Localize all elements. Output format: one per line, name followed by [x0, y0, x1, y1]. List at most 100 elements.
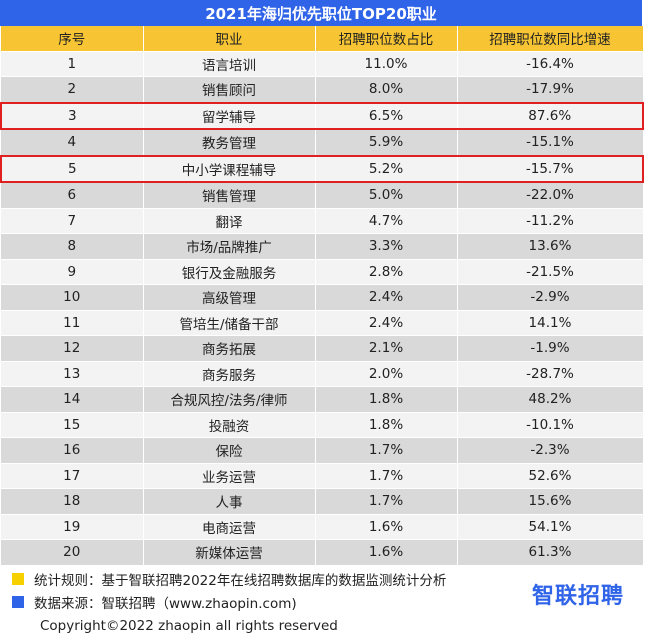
- cell-rank: 10: [1, 284, 144, 311]
- table-row: 2 销售顾问 8.0% -17.9%: [1, 76, 644, 103]
- cell-rank: 20: [1, 539, 144, 566]
- cell-share: 2.0%: [315, 361, 458, 387]
- table-row: 7 翻译 4.7% -11.2%: [1, 208, 644, 234]
- table-row: 3 留学辅导 6.5% 87.6%: [0, 101, 644, 130]
- table-row: 1 语言培训 11.0% -16.4%: [1, 51, 644, 77]
- cell-share: 8.0%: [315, 76, 458, 103]
- cell-share: 2.4%: [315, 310, 458, 336]
- cell-growth: 61.3%: [457, 539, 644, 566]
- cell-rank: 15: [1, 412, 144, 438]
- stat-rule-note: 统计规则：基于智联招聘2022年在线招聘数据库的数据监测统计分析: [12, 569, 446, 589]
- cell-growth: -17.9%: [457, 76, 644, 103]
- table-row: 6 销售管理 5.0% -22.0%: [1, 182, 644, 209]
- table-row: 20 新媒体运营 1.6% 61.3%: [1, 539, 644, 566]
- table-row: 4 教务管理 5.9% -15.1%: [1, 129, 644, 156]
- cell-share: 11.0%: [315, 51, 458, 77]
- zhaopin-logo: 智联招聘: [532, 584, 625, 609]
- cell-growth: 48.2%: [457, 386, 644, 413]
- table-row: 18 人事 1.7% 15.6%: [1, 488, 644, 515]
- cell-job: 教务管理: [143, 129, 316, 156]
- cell-growth: -15.1%: [457, 129, 644, 156]
- copyright-text: Copyright©2022 zhaopin all rights reserv…: [40, 618, 338, 634]
- cell-job: 销售顾问: [143, 76, 316, 103]
- cell-job: 中小学课程辅导: [143, 154, 316, 183]
- yellow-square-icon: [12, 573, 24, 585]
- cell-job: 翻译: [143, 208, 316, 234]
- cell-growth: -22.0%: [457, 182, 644, 209]
- cell-job: 管培生/储备干部: [143, 310, 316, 336]
- cell-share: 5.2%: [315, 154, 458, 183]
- cell-rank: 2: [1, 76, 144, 103]
- cell-share: 1.7%: [315, 463, 458, 489]
- table-row: 13 商务服务 2.0% -28.7%: [1, 361, 644, 387]
- cell-growth: -11.2%: [457, 208, 644, 234]
- cell-share: 6.5%: [315, 101, 458, 130]
- header-job: 职业: [143, 26, 316, 52]
- cell-share: 1.6%: [315, 514, 458, 540]
- cell-rank: 18: [1, 488, 144, 515]
- cell-job: 销售管理: [143, 182, 316, 209]
- cell-job: 语言培训: [143, 51, 316, 77]
- cell-growth: -10.1%: [457, 412, 644, 438]
- table-row: 14 合规风控/法务/律师 1.8% 48.2%: [1, 386, 644, 413]
- cell-job: 业务运营: [143, 463, 316, 489]
- ranking-table: 序号 职业 招聘职位数占比 招聘职位数同比增速 1 语言培训 11.0% -16.4%…: [0, 26, 644, 566]
- cell-job: 电商运营: [143, 514, 316, 540]
- cell-share: 1.8%: [315, 386, 458, 413]
- cell-growth: -2.9%: [457, 284, 644, 311]
- table-row: 11 管培生/储备干部 2.4% 14.1%: [1, 310, 644, 336]
- table-row: 9 银行及金融服务 2.8% -21.5%: [1, 259, 644, 285]
- cell-growth: -28.7%: [457, 361, 644, 387]
- cell-rank: 5: [0, 154, 144, 183]
- cell-growth: -2.3%: [457, 437, 644, 464]
- cell-rank: 11: [1, 310, 144, 336]
- cell-job: 新媒体运营: [143, 539, 316, 566]
- cell-share: 5.9%: [315, 129, 458, 156]
- data-source-note: 数据来源：智联招聘（www.zhaopin.com): [12, 592, 297, 612]
- table-title: 2021年海归优先职位TOP20职业: [0, 0, 642, 26]
- cell-rank: 1: [1, 51, 144, 77]
- cell-job: 商务拓展: [143, 335, 316, 362]
- cell-rank: 9: [1, 259, 144, 285]
- cell-rank: 12: [1, 335, 144, 362]
- cell-share: 1.7%: [315, 488, 458, 515]
- cell-rank: 14: [1, 386, 144, 413]
- cell-share: 5.0%: [315, 182, 458, 209]
- cell-rank: 8: [1, 233, 144, 260]
- header-growth: 招聘职位数同比增速: [457, 26, 644, 52]
- cell-rank: 16: [1, 437, 144, 464]
- table-row: 17 业务运营 1.7% 52.6%: [1, 463, 644, 489]
- cell-growth: 52.6%: [457, 463, 644, 489]
- cell-growth: 13.6%: [457, 233, 644, 260]
- cell-share: 2.4%: [315, 284, 458, 311]
- cell-share: 1.7%: [315, 437, 458, 464]
- table-row: 5 中小学课程辅导 5.2% -15.7%: [0, 154, 644, 183]
- cell-job: 商务服务: [143, 361, 316, 387]
- cell-growth: -16.4%: [457, 51, 644, 77]
- cell-growth: -1.9%: [457, 335, 644, 362]
- cell-share: 1.6%: [315, 539, 458, 566]
- blue-square-icon: [12, 596, 24, 608]
- cell-share: 2.8%: [315, 259, 458, 285]
- cell-share: 4.7%: [315, 208, 458, 234]
- cell-job: 保险: [143, 437, 316, 464]
- cell-rank: 17: [1, 463, 144, 489]
- table-row: 10 高级管理 2.4% -2.9%: [1, 284, 644, 311]
- cell-growth: 14.1%: [457, 310, 644, 336]
- header-share: 招聘职位数占比: [315, 26, 458, 52]
- data-source-text: 数据来源：智联招聘（www.zhaopin.com): [34, 596, 297, 612]
- cell-growth: -21.5%: [457, 259, 644, 285]
- table-row: 8 市场/品牌推广 3.3% 13.6%: [1, 233, 644, 260]
- cell-share: 2.1%: [315, 335, 458, 362]
- cell-rank: 13: [1, 361, 144, 387]
- cell-job: 高级管理: [143, 284, 316, 311]
- header-rank: 序号: [1, 26, 144, 52]
- cell-rank: 19: [1, 514, 144, 540]
- cell-job: 投融资: [143, 412, 316, 438]
- cell-rank: 4: [1, 129, 144, 156]
- cell-rank: 6: [1, 182, 144, 209]
- cell-job: 合规风控/法务/律师: [143, 386, 316, 413]
- table-row: 19 电商运营 1.6% 54.1%: [1, 514, 644, 540]
- header-row: 序号 职业 招聘职位数占比 招聘职位数同比增速: [1, 26, 644, 52]
- cell-growth: -15.7%: [457, 154, 644, 183]
